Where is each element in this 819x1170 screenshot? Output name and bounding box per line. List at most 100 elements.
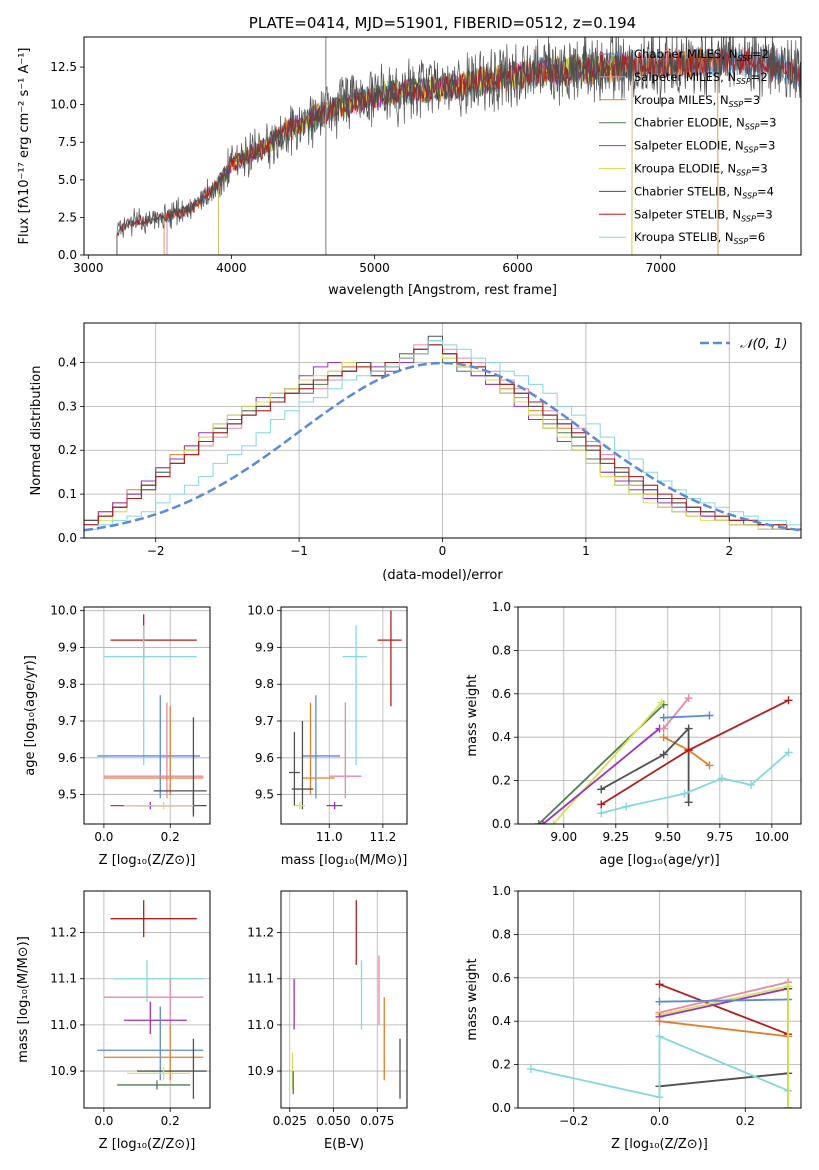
legend-label-suffix: =3 (756, 207, 773, 221)
series-marker (657, 698, 666, 707)
series-chabrier-miles (659, 711, 714, 722)
legend-label-main: Salpeter ELODIE, N (634, 139, 744, 153)
series-line (600, 751, 790, 814)
series-marker (655, 1032, 664, 1041)
legend-label-subscript: SSP (736, 169, 751, 178)
axes-frame (83, 606, 211, 825)
legend-label-subscript: SSP (736, 77, 751, 86)
x-tick-label: 5000 (359, 261, 390, 275)
x-tick-label: 9.50 (654, 830, 681, 844)
y-tick-label: 10.0 (50, 98, 77, 112)
series-marker (747, 780, 756, 789)
legend-label-suffix: =3 (743, 93, 760, 107)
series-line (659, 981, 789, 1014)
series-line (600, 726, 690, 803)
x-axis-label: E(B-V) (324, 1137, 364, 1152)
x-tick-label: −1 (290, 544, 308, 558)
y-tick-label: 0.6 (492, 687, 511, 701)
legend-label-suffix: =4 (757, 184, 774, 198)
legend-label: Chabrier ELODIE, NSSP=3 (634, 116, 776, 132)
series-marker (655, 1093, 664, 1102)
legend-label-main: Chabrier ELODIE, N (634, 116, 745, 130)
series-salpeter-miles (659, 694, 693, 733)
legend-label-main: Kroupa STELIB, N (634, 230, 734, 244)
series-line (659, 987, 789, 1018)
y-tick-label: 9.5 (255, 788, 274, 802)
normal-reference-curve (84, 361, 801, 532)
x-tick-label: 0.0 (650, 1114, 669, 1128)
legend-label: Salpeter STELIB, NSSP=3 (634, 207, 773, 223)
errorbar-kroupa-stelib (342, 625, 367, 766)
y-tick-label: 11.0 (50, 1018, 77, 1032)
legend-label: Kroupa ELODIE, NSSP=3 (634, 162, 768, 178)
errorbar-chabrier-miles (97, 1006, 204, 1081)
legend-label-subscript: SSP (744, 146, 759, 155)
series-marker (659, 733, 668, 742)
legend-label: Salpeter ELODIE, NSSP=3 (634, 139, 775, 155)
x-tick-label: 0.2 (161, 1114, 180, 1128)
age-vs-mass-panel: 11.0 11.2 9.5 9.6 9.7 9.8 9.9 10.0 mass [log₁₀(M… (247, 604, 408, 868)
series-line (659, 983, 789, 1036)
errorbar-kroupa-elodie (294, 801, 306, 810)
legend-label-subscript: SSP (741, 214, 756, 223)
residuals-panel: −2 −1 0 1 2 0.0 0.1 0.2 0.3 0.4 (data-model)/error… (29, 322, 802, 583)
errorbar-salpeter-stelib (110, 614, 197, 659)
errorbar-kroupa-miles (302, 702, 335, 795)
mass-vs-ebv-panel: 0.025 0.050 0.075 10.9 11.0 11.1 11.2 E(B-V) (247, 890, 408, 1152)
errorbar-salpeter-elodie (326, 801, 343, 810)
y-axis-label: mass weight (465, 674, 480, 756)
series-marker (597, 809, 606, 818)
x-tick-label: 0.2 (736, 1114, 755, 1128)
y-tick-label: 0.6 (492, 971, 511, 985)
series-kroupa-miles (655, 1017, 793, 1041)
series-marker (659, 724, 668, 733)
x-axis-label: Z [log₁₀(Z/Z⊙)] (611, 1137, 708, 1152)
series-marker (784, 696, 793, 705)
histogram-kroupa-stelib (84, 340, 801, 538)
y-tick-label: 9.9 (58, 640, 77, 654)
y-tick-label: 0.2 (492, 1058, 511, 1072)
legend-label-subscript: SSP (737, 54, 752, 63)
spectrum-plot-area (116, 37, 801, 255)
series-kroupa-elodie (784, 982, 793, 1108)
series-line (530, 1035, 789, 1099)
legend-label-main: Chabrier MILES, N (634, 47, 737, 61)
series-marker (717, 774, 726, 783)
series-marker (784, 982, 793, 991)
series-marker (684, 724, 693, 733)
legend-label-suffix: =2 (751, 70, 768, 84)
x-tick-label: 1 (582, 544, 590, 558)
series-marker (549, 820, 558, 824)
series-line (659, 998, 789, 1003)
y-tick-label: 1.0 (492, 600, 511, 614)
legend-label-main: Kroupa ELODIE, N (634, 162, 736, 176)
y-tick-label: 7.5 (58, 135, 77, 149)
legend-label: Kroupa MILES, NSSP=3 (634, 93, 760, 109)
legend-label-suffix: =3 (751, 162, 768, 176)
legend-label-suffix: =6 (748, 230, 765, 244)
spectrum-line-chabrier-stelib (116, 37, 801, 255)
errorbar-chabrier-elodie (117, 1080, 191, 1090)
errorbar-chabrier-miles (97, 695, 201, 799)
y-tick-label: 0.0 (58, 248, 77, 262)
x-tick-label: −0.2 (559, 1114, 588, 1128)
series-chabrier-stelib (655, 1069, 793, 1091)
legend-label: Salpeter MILES, NSSP=2 (634, 70, 768, 86)
y-tick-label: 0.4 (58, 355, 77, 369)
x-tick-label: 7000 (645, 261, 676, 275)
legend-label-subscript: SSP (742, 191, 757, 200)
errorbar-plot-area (97, 614, 207, 817)
series-line (663, 697, 690, 730)
errorbar-chabrier-miles (302, 695, 340, 799)
errorbar-plot-area (97, 900, 207, 1099)
legend-label-subscript: SSP (745, 123, 760, 132)
x-axis-label: wavelength [Angstrom, rest frame] (328, 283, 557, 298)
errorbar-salpeter-miles (103, 978, 204, 1025)
y-tick-label: 0.4 (492, 730, 511, 744)
x-tick-label: 0.0 (94, 830, 113, 844)
y-tick-label: 0.0 (58, 531, 77, 545)
legend-label-suffix: =2 (752, 47, 769, 61)
legend-label-main: Kroupa MILES, N (634, 93, 729, 107)
